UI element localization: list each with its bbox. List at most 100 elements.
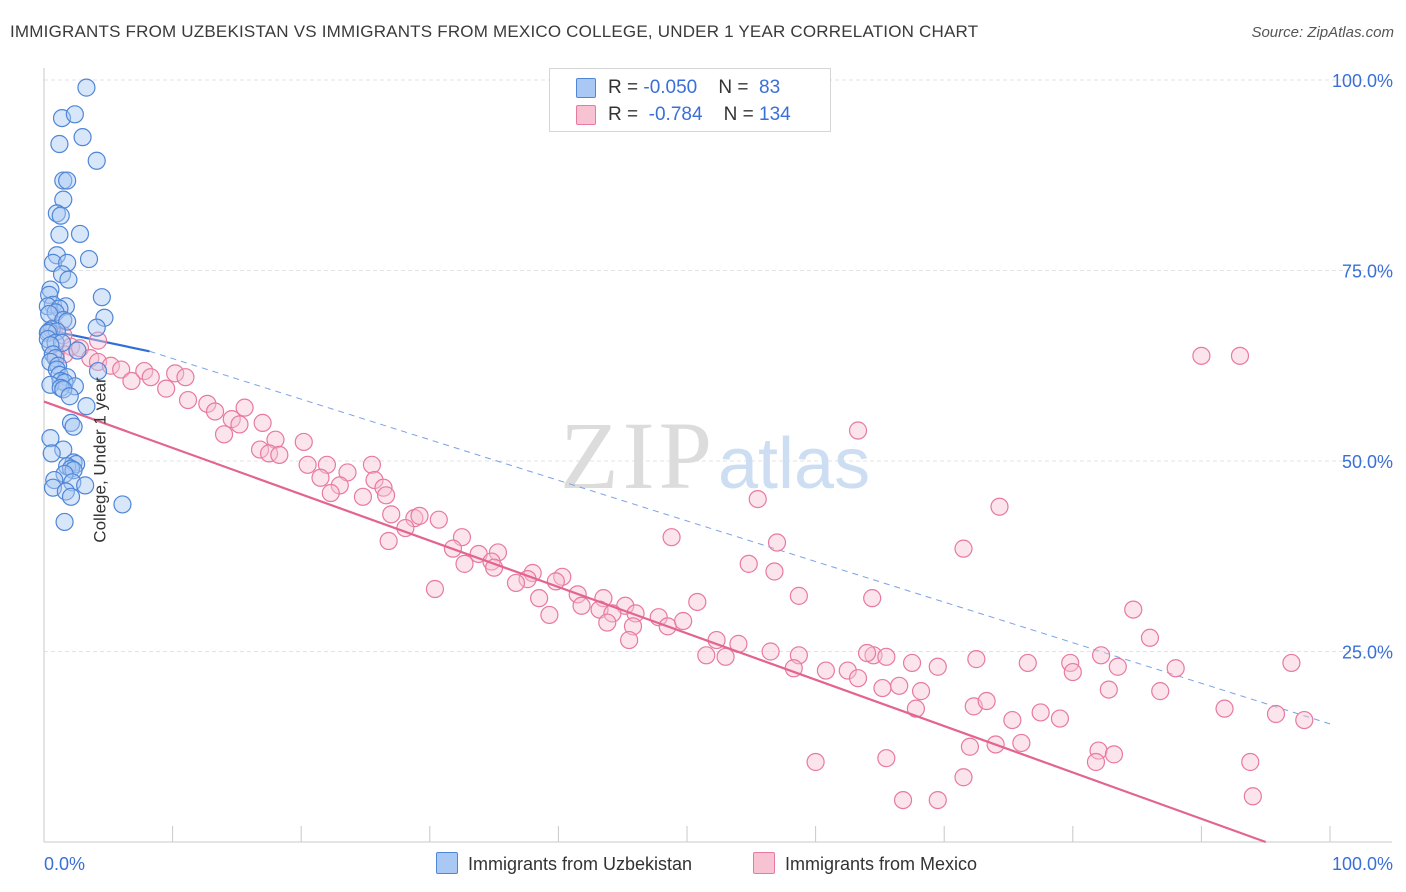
point-mexico	[178, 390, 198, 410]
bottom-legend-swatch-uzbekistan	[436, 852, 458, 874]
point-mexico	[789, 586, 808, 605]
point-mexico	[1108, 657, 1127, 676]
point-mexico	[1086, 752, 1106, 772]
point-uzbekistan	[76, 476, 95, 495]
point-uzbekistan	[77, 78, 96, 97]
point-mexico	[967, 650, 986, 669]
points-uzbekistan	[38, 78, 132, 532]
point-mexico	[954, 539, 973, 558]
point-mexico	[761, 642, 780, 661]
point-mexico	[857, 643, 877, 663]
point-mexico	[1063, 662, 1082, 682]
point-mexico	[230, 415, 249, 434]
point-uzbekistan	[45, 470, 64, 490]
legend-row-uzbekistan: R = -0.050 N = 83	[550, 74, 830, 100]
point-mexico	[1192, 346, 1211, 365]
point-uzbekistan	[56, 482, 75, 501]
legend-row-mexico: R = -0.784 N = 134	[550, 101, 830, 127]
point-uzbekistan	[54, 380, 73, 399]
trend-uzbekistan	[43, 328, 1331, 725]
point-mexico	[765, 562, 784, 581]
points-mexico	[45, 318, 1314, 810]
point-mexico	[198, 394, 217, 413]
point-uzbekistan	[88, 361, 108, 381]
point-uzbekistan	[65, 377, 84, 396]
point-mexico	[877, 749, 896, 768]
point-mexico	[488, 543, 508, 562]
legend-swatch-mexico	[576, 105, 596, 125]
point-uzbekistan	[51, 206, 70, 225]
point-mexico	[806, 752, 825, 772]
watermark-atlas: atlas	[718, 424, 870, 504]
point-mexico	[270, 445, 289, 465]
point-uzbekistan	[73, 128, 92, 147]
point-uzbekistan	[50, 134, 69, 154]
point-mexico	[688, 592, 707, 612]
y-axis-label: College, Under 1 year	[90, 377, 110, 543]
point-mexico	[362, 455, 382, 474]
x-tick-label: 100.0%	[1332, 854, 1393, 874]
point-mexico	[176, 368, 195, 387]
watermark: ZIP atlas	[560, 402, 870, 509]
point-mexico	[141, 368, 160, 387]
point-mexico	[662, 528, 681, 547]
point-uzbekistan	[60, 387, 79, 406]
point-mexico	[353, 487, 373, 506]
point-mexico	[739, 554, 758, 573]
watermark-zip: ZIP	[560, 402, 716, 509]
y-tick-label: 75.0%	[1342, 262, 1393, 282]
point-mexico	[122, 371, 141, 391]
point-mexico	[321, 483, 340, 503]
point-mexico	[816, 661, 835, 680]
point-mexico	[954, 768, 973, 787]
legend-n-value: 83	[753, 77, 781, 98]
point-mexico	[1089, 741, 1108, 760]
point-uzbekistan	[41, 429, 60, 448]
legend-r-value: -0.784	[643, 104, 703, 125]
point-mexico	[425, 579, 445, 599]
bottom-legend-mexico: Immigrants from Mexico	[753, 852, 977, 876]
legend-n-label: N =	[718, 77, 754, 98]
point-mexico	[253, 413, 272, 432]
point-mexico	[674, 611, 693, 631]
y-tick-labels: 25.0% 50.0% 75.0% 100.0%	[1332, 71, 1393, 663]
bottom-legend-uzbekistan: Immigrants from Uzbekistan	[436, 852, 692, 876]
point-mexico	[1266, 704, 1286, 724]
point-uzbekistan	[50, 225, 69, 244]
point-mexico	[977, 691, 996, 711]
point-mexico	[623, 617, 643, 636]
point-mexico	[1031, 703, 1050, 722]
point-mexico	[928, 790, 947, 810]
point-mexico	[1012, 733, 1031, 753]
point-mexico	[893, 790, 913, 810]
point-mexico	[429, 510, 448, 529]
point-mexico	[376, 486, 396, 505]
point-uzbekistan	[77, 397, 96, 416]
trend-line-uzbekistan-dashed	[149, 350, 1331, 725]
point-uzbekistan	[64, 417, 83, 436]
x-tick-label: 0.0%	[44, 854, 85, 874]
point-mexico	[88, 331, 108, 350]
point-mexico	[311, 468, 330, 487]
legend-swatch-uzbekistan	[576, 78, 596, 98]
axes	[43, 68, 1392, 843]
point-mexico	[294, 432, 313, 452]
point-mexico	[379, 531, 398, 551]
point-mexico	[767, 533, 787, 552]
legend-n-label: N =	[723, 104, 760, 125]
point-uzbekistan	[87, 318, 106, 337]
trend-line-mexico	[43, 400, 1267, 844]
point-uzbekistan	[42, 444, 61, 463]
point-uzbekistan	[113, 495, 132, 514]
point-uzbekistan	[54, 171, 73, 190]
bottom-legend-label-uzbekistan: Immigrants from Uzbekistan	[468, 854, 693, 874]
point-mexico	[250, 440, 270, 459]
legend-n-value: 134	[759, 104, 791, 125]
point-mexico	[572, 596, 591, 615]
point-mexico	[990, 497, 1009, 516]
point-mexico	[382, 505, 401, 524]
point-mexico	[157, 379, 176, 398]
point-mexico	[911, 682, 931, 701]
legend: R = -0.050 N = 83 R = -0.784 N = 134	[549, 68, 831, 132]
point-uzbekistan	[65, 105, 84, 124]
